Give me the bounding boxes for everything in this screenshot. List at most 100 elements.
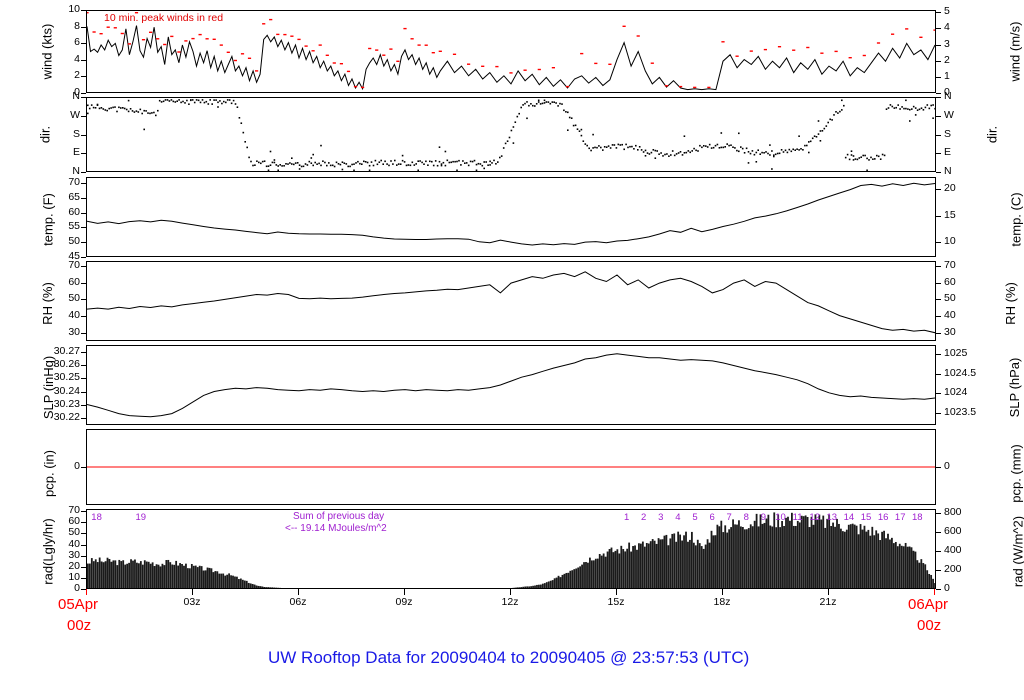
axis-tick-mark <box>936 188 941 190</box>
axis-tick-mark <box>81 533 86 535</box>
time-axis-tick-mark <box>404 589 405 595</box>
time-axis-tick-label: 15z <box>607 596 625 608</box>
axis-tick-mark <box>936 115 941 117</box>
axis-tick-label: 4 <box>944 21 950 34</box>
axis-tick-mark <box>81 522 86 524</box>
axis-tick-label: 1 <box>944 69 950 82</box>
axis-tick-label: 0 <box>74 460 80 472</box>
axis-tick-mark <box>81 197 86 199</box>
axis-tick-mark <box>936 12 941 14</box>
axis-tick-label: 1025 <box>944 347 968 360</box>
axis-tick-mark <box>81 182 86 184</box>
axis-tick-mark <box>936 172 941 173</box>
axis-tick-label: 30.25 <box>53 371 80 384</box>
precipitation-plot-svg <box>87 466 935 468</box>
axis-tick-label: 0 <box>74 86 80 98</box>
axis-tick-label: 30.24 <box>53 384 80 397</box>
axis-tick-mark <box>936 512 941 514</box>
axis-tick-mark <box>936 44 941 46</box>
pressure-plot-frame <box>86 345 936 425</box>
axis-tick-label: 1024 <box>944 386 968 399</box>
axis-tick-label: 6 <box>74 36 80 49</box>
axis-tick-label: 15 <box>944 208 956 221</box>
axis-tick-label: 30.26 <box>53 358 80 370</box>
axis-tick-mark <box>81 172 86 173</box>
axis-tick-mark <box>81 227 86 229</box>
axis-tick-label: 40 <box>944 309 956 321</box>
axis-tick-label: 20 <box>944 181 956 194</box>
radiation-hour-label: 7 <box>726 512 732 523</box>
axis-start-time: 00z <box>67 617 92 634</box>
axis-tick-mark <box>936 413 941 415</box>
axis-tick-label: 200 <box>944 562 962 575</box>
time-axis-end-tick <box>86 589 87 595</box>
axis-tick-mark <box>81 26 86 28</box>
direction-plot-svg <box>87 99 935 171</box>
radiation-hour-label: 16 <box>877 512 889 523</box>
axis-tick-label: 0 <box>944 460 950 472</box>
temperature-plot-frame <box>86 177 936 257</box>
page-title: UW Rooftop Data for 20090404 to 20090405… <box>268 648 750 667</box>
axis-tick-label: S <box>944 127 952 140</box>
axis-tick-mark <box>936 242 941 244</box>
axis-tick-label: 400 <box>944 543 962 556</box>
axis-tick-mark <box>81 577 86 579</box>
humidity-plot-frame <box>86 261 936 341</box>
axis-tick-label: N <box>944 90 952 102</box>
radiation-sum-value: <-- 19.14 MJoules/m^2 <box>285 523 387 534</box>
axis-tick-mark <box>81 97 86 98</box>
direction-plot-frame <box>86 97 936 172</box>
axis-tick-label: 30.27 <box>53 344 80 357</box>
axis-tick-label: 10 <box>944 235 956 248</box>
axis-tick-label: 30 <box>68 325 80 338</box>
axis-tick-label: W <box>70 108 80 121</box>
axis-tick-label: E <box>72 146 80 159</box>
axis-tick-label: 50 <box>68 292 80 305</box>
axis-tick-mark <box>81 76 86 78</box>
axis-tick-label: 40 <box>68 309 80 321</box>
axis-tick-label: 65 <box>68 190 80 203</box>
precipitation-plot-frame <box>86 429 936 505</box>
radiation-plot-svg <box>87 512 935 588</box>
axis-tick-mark <box>81 378 86 380</box>
axis-tick-label: N <box>944 165 952 177</box>
radiation-hour-label: 2 <box>641 512 647 523</box>
axis-tick-label: 50 <box>944 292 956 305</box>
radiation-sum-label: Sum of previous day <box>293 511 385 522</box>
axis-tick-label: 45 <box>68 250 80 262</box>
axis-tick-mark <box>936 316 941 317</box>
axis-tick-mark <box>936 76 941 78</box>
radiation-hour-label: 5 <box>692 512 698 523</box>
time-axis-end-tick <box>934 589 935 595</box>
axis-tick-label: 70 <box>944 259 956 271</box>
axis-tick-mark <box>81 589 86 590</box>
time-axis-tick-label: 12z <box>501 596 519 608</box>
axis-tick-mark <box>81 59 86 61</box>
axis-end-time: 00z <box>917 617 942 634</box>
axis-tick-label: 800 <box>944 505 962 518</box>
axis-tick-mark <box>936 569 941 571</box>
radiation-hour-label: 9 <box>760 512 767 523</box>
axis-tick-mark <box>936 93 941 94</box>
axis-tick-mark <box>81 153 86 155</box>
radiation-hour-label: 6 <box>709 512 715 523</box>
axis-tick-label: 50 <box>68 235 80 248</box>
axis-tick-label: 60 <box>944 275 956 288</box>
radiation-hour-label: 12 <box>809 512 820 523</box>
axis-tick-mark <box>81 43 86 45</box>
humidity-plot-svg <box>87 271 935 334</box>
axis-tick-label: 0 <box>944 582 950 594</box>
time-axis-tick-mark <box>722 589 723 595</box>
radiation-hour-label: 11 <box>792 512 803 523</box>
axis-tick-mark <box>81 332 86 334</box>
axis-tick-label: 30.22 <box>53 411 80 424</box>
radiation-hour-label: 10 <box>775 512 786 523</box>
radiation-hour-label: 18 <box>91 512 102 523</box>
radiation-hour-label: 14 <box>843 512 855 523</box>
time-axis-tick-label: 21z <box>819 596 837 608</box>
axis-tick-mark <box>936 134 941 136</box>
axis-tick-label: 10 <box>68 570 80 583</box>
axis-tick-mark <box>936 215 941 217</box>
axis-tick-mark <box>936 373 941 375</box>
